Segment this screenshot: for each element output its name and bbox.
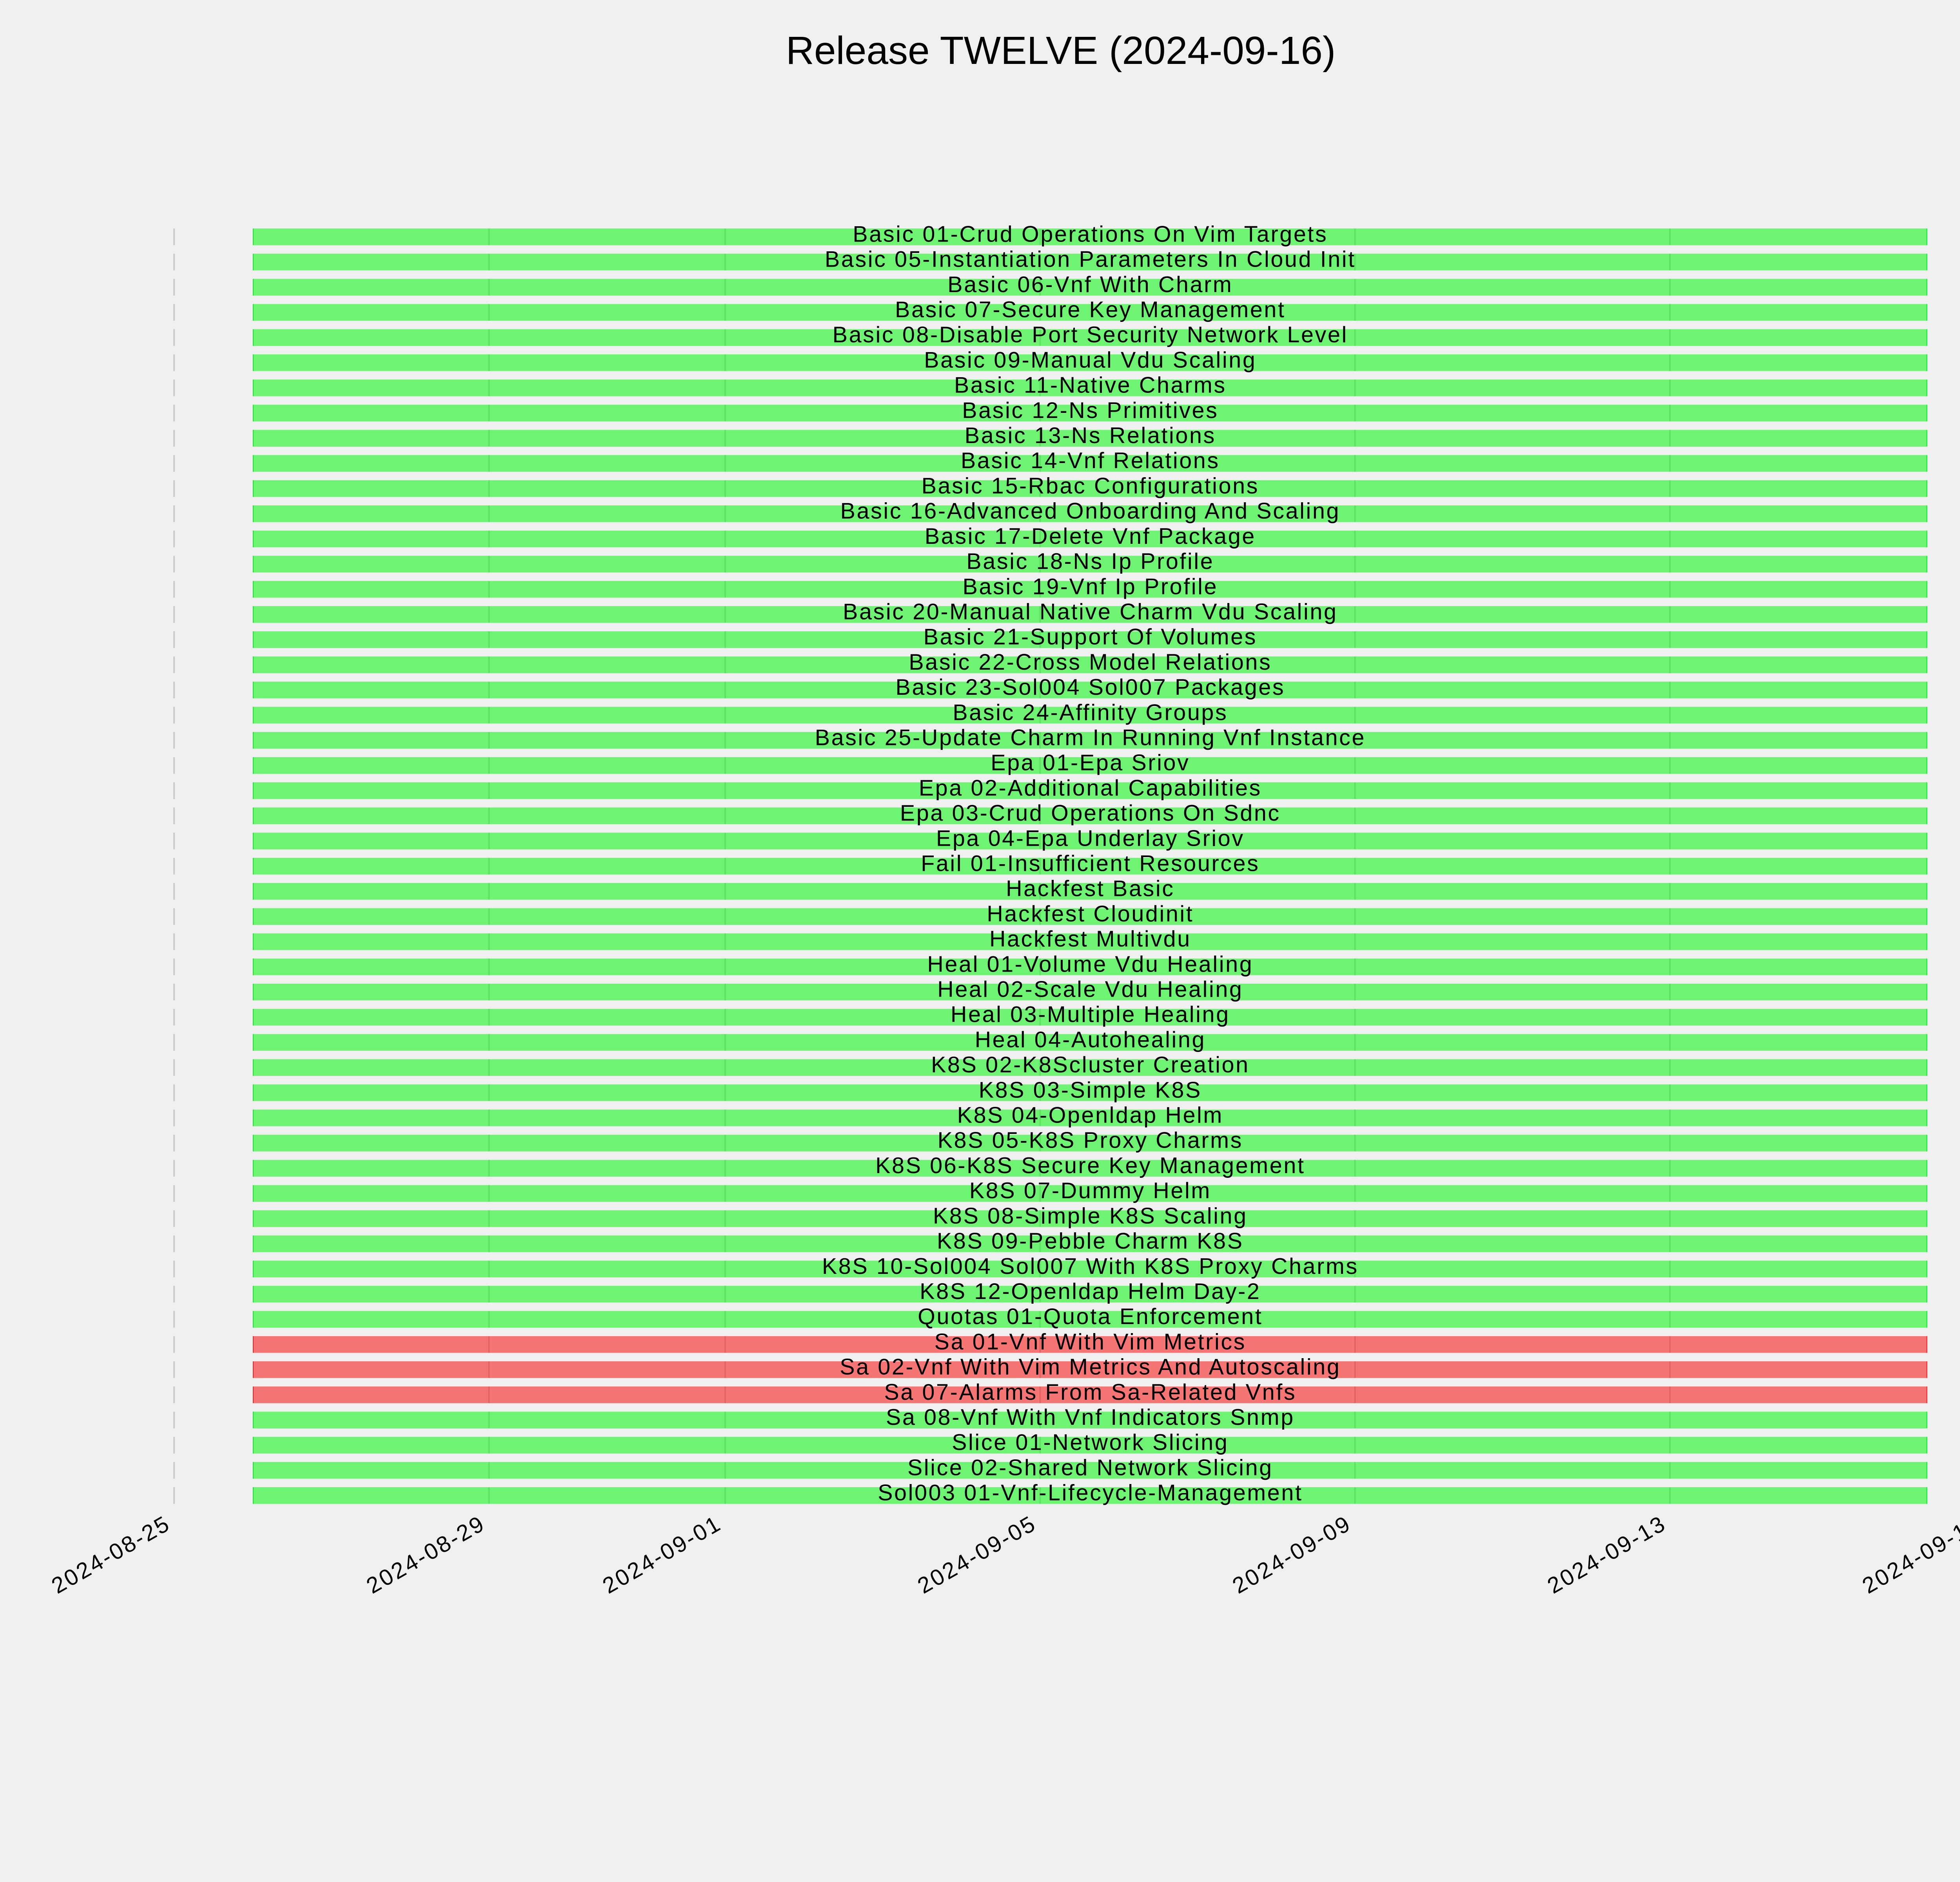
svg-text:Basic 12-Ns Primitives: Basic 12-Ns Primitives: [962, 398, 1218, 423]
svg-text:Hackfest Multivdu: Hackfest Multivdu: [989, 926, 1191, 952]
svg-text:K8S 04-Openldap Helm: K8S 04-Openldap Helm: [957, 1103, 1223, 1128]
svg-text:K8S 03-Simple K8S: K8S 03-Simple K8S: [979, 1077, 1202, 1103]
svg-text:Basic 24-Affinity Groups: Basic 24-Affinity Groups: [953, 700, 1228, 725]
svg-text:Basic 19-Vnf Ip Profile: Basic 19-Vnf Ip Profile: [962, 574, 1218, 599]
svg-text:Basic 18-Ns Ip Profile: Basic 18-Ns Ip Profile: [966, 549, 1214, 574]
svg-text:Sol003 01-Vnf-Lifecycle-Manage: Sol003 01-Vnf-Lifecycle-Management: [878, 1481, 1303, 1506]
svg-text:K8S 09-Pebble Charm K8S: K8S 09-Pebble Charm K8S: [937, 1229, 1244, 1254]
svg-text:K8S 07-Dummy Helm: K8S 07-Dummy Helm: [969, 1178, 1211, 1203]
svg-text:Basic 25-Update Charm In Runni: Basic 25-Update Charm In Running Vnf Ins…: [815, 725, 1366, 750]
svg-text:Quotas 01-Quota Enforcement: Quotas 01-Quota Enforcement: [918, 1304, 1263, 1329]
svg-text:Slice 01-Network Slicing: Slice 01-Network Slicing: [952, 1430, 1229, 1455]
svg-text:Basic 13-Ns Relations: Basic 13-Ns Relations: [965, 423, 1216, 448]
svg-text:Basic 06-Vnf With Charm: Basic 06-Vnf With Charm: [947, 272, 1233, 297]
svg-text:Basic 08-Disable Port Security: Basic 08-Disable Port Security Network L…: [833, 322, 1348, 347]
svg-text:K8S 12-Openldap Helm Day-2: K8S 12-Openldap Helm Day-2: [920, 1279, 1261, 1304]
svg-text:K8S 05-K8S Proxy Charms: K8S 05-K8S Proxy Charms: [938, 1128, 1243, 1153]
svg-text:Release TWELVE (2024-09-16): Release TWELVE (2024-09-16): [786, 29, 1336, 73]
svg-text:Basic 21-Support Of Volumes: Basic 21-Support Of Volumes: [924, 625, 1257, 650]
svg-text:Sa 01-Vnf With Vim Metrics: Sa 01-Vnf With Vim Metrics: [935, 1329, 1247, 1354]
svg-text:Sa 08-Vnf With Vnf Indicators: Sa 08-Vnf With Vnf Indicators Snmp: [886, 1405, 1295, 1430]
svg-text:Basic 11-Native Charms: Basic 11-Native Charms: [954, 373, 1227, 398]
svg-text:Basic 16-Advanced Onboarding A: Basic 16-Advanced Onboarding And Scaling: [840, 499, 1341, 524]
svg-text:Heal 02-Scale Vdu Healing: Heal 02-Scale Vdu Healing: [937, 977, 1243, 1002]
svg-text:Basic 15-Rbac Configurations: Basic 15-Rbac Configurations: [922, 473, 1259, 498]
svg-text:Basic 01-Crud Operations On Vi: Basic 01-Crud Operations On Vim Targets: [853, 222, 1328, 247]
svg-text:Basic 20-Manual Native Charm V: Basic 20-Manual Native Charm Vdu Scaling: [843, 599, 1338, 625]
svg-text:Sa 07-Alarms From Sa-Related V: Sa 07-Alarms From Sa-Related Vnfs: [884, 1380, 1296, 1405]
svg-text:Basic 22-Cross Model Relations: Basic 22-Cross Model Relations: [909, 650, 1272, 675]
svg-text:K8S 02-K8Scluster Creation: K8S 02-K8Scluster Creation: [931, 1052, 1250, 1077]
svg-text:Slice 02-Shared Network Slicin: Slice 02-Shared Network Slicing: [907, 1455, 1273, 1480]
svg-text:Basic 09-Manual Vdu Scaling: Basic 09-Manual Vdu Scaling: [924, 347, 1256, 372]
svg-text:Basic 07-Secure Key Management: Basic 07-Secure Key Management: [895, 297, 1286, 322]
svg-text:Epa 03-Crud Operations On Sdnc: Epa 03-Crud Operations On Sdnc: [900, 801, 1281, 826]
svg-text:Epa 02-Additional Capabilities: Epa 02-Additional Capabilities: [919, 776, 1262, 801]
svg-text:Basic 05-Instantiation Paramet: Basic 05-Instantiation Parameters In Clo…: [825, 247, 1356, 272]
svg-text:Fail 01-Insufficient Resources: Fail 01-Insufficient Resources: [921, 851, 1259, 876]
svg-text:Sa 02-Vnf With Vim Metrics And: Sa 02-Vnf With Vim Metrics And Autoscali…: [840, 1355, 1341, 1380]
svg-text:Heal 03-Multiple Healing: Heal 03-Multiple Healing: [951, 1002, 1230, 1027]
svg-text:Heal 04-Autohealing: Heal 04-Autohealing: [975, 1027, 1206, 1052]
svg-text:Basic 14-Vnf Relations: Basic 14-Vnf Relations: [961, 448, 1220, 473]
svg-text:K8S 06-K8S Secure Key Manageme: K8S 06-K8S Secure Key Management: [875, 1153, 1305, 1178]
svg-text:Hackfest Basic: Hackfest Basic: [1006, 876, 1175, 901]
svg-text:Basic 23-Sol004 Sol007 Package: Basic 23-Sol004 Sol007 Packages: [895, 675, 1285, 700]
svg-text:Basic 17-Delete Vnf Package: Basic 17-Delete Vnf Package: [925, 524, 1256, 549]
svg-text:K8S 10-Sol004 Sol007 With K8S: K8S 10-Sol004 Sol007 With K8S Proxy Char…: [822, 1254, 1359, 1279]
svg-text:Epa 01-Epa Sriov: Epa 01-Epa Sriov: [991, 750, 1190, 776]
svg-text:Hackfest Cloudinit: Hackfest Cloudinit: [987, 901, 1194, 926]
svg-text:Epa 04-Epa Underlay Sriov: Epa 04-Epa Underlay Sriov: [936, 826, 1245, 851]
svg-text:K8S 08-Simple K8S Scaling: K8S 08-Simple K8S Scaling: [933, 1203, 1248, 1228]
svg-text:Heal 01-Volume Vdu Healing: Heal 01-Volume Vdu Healing: [927, 952, 1253, 977]
